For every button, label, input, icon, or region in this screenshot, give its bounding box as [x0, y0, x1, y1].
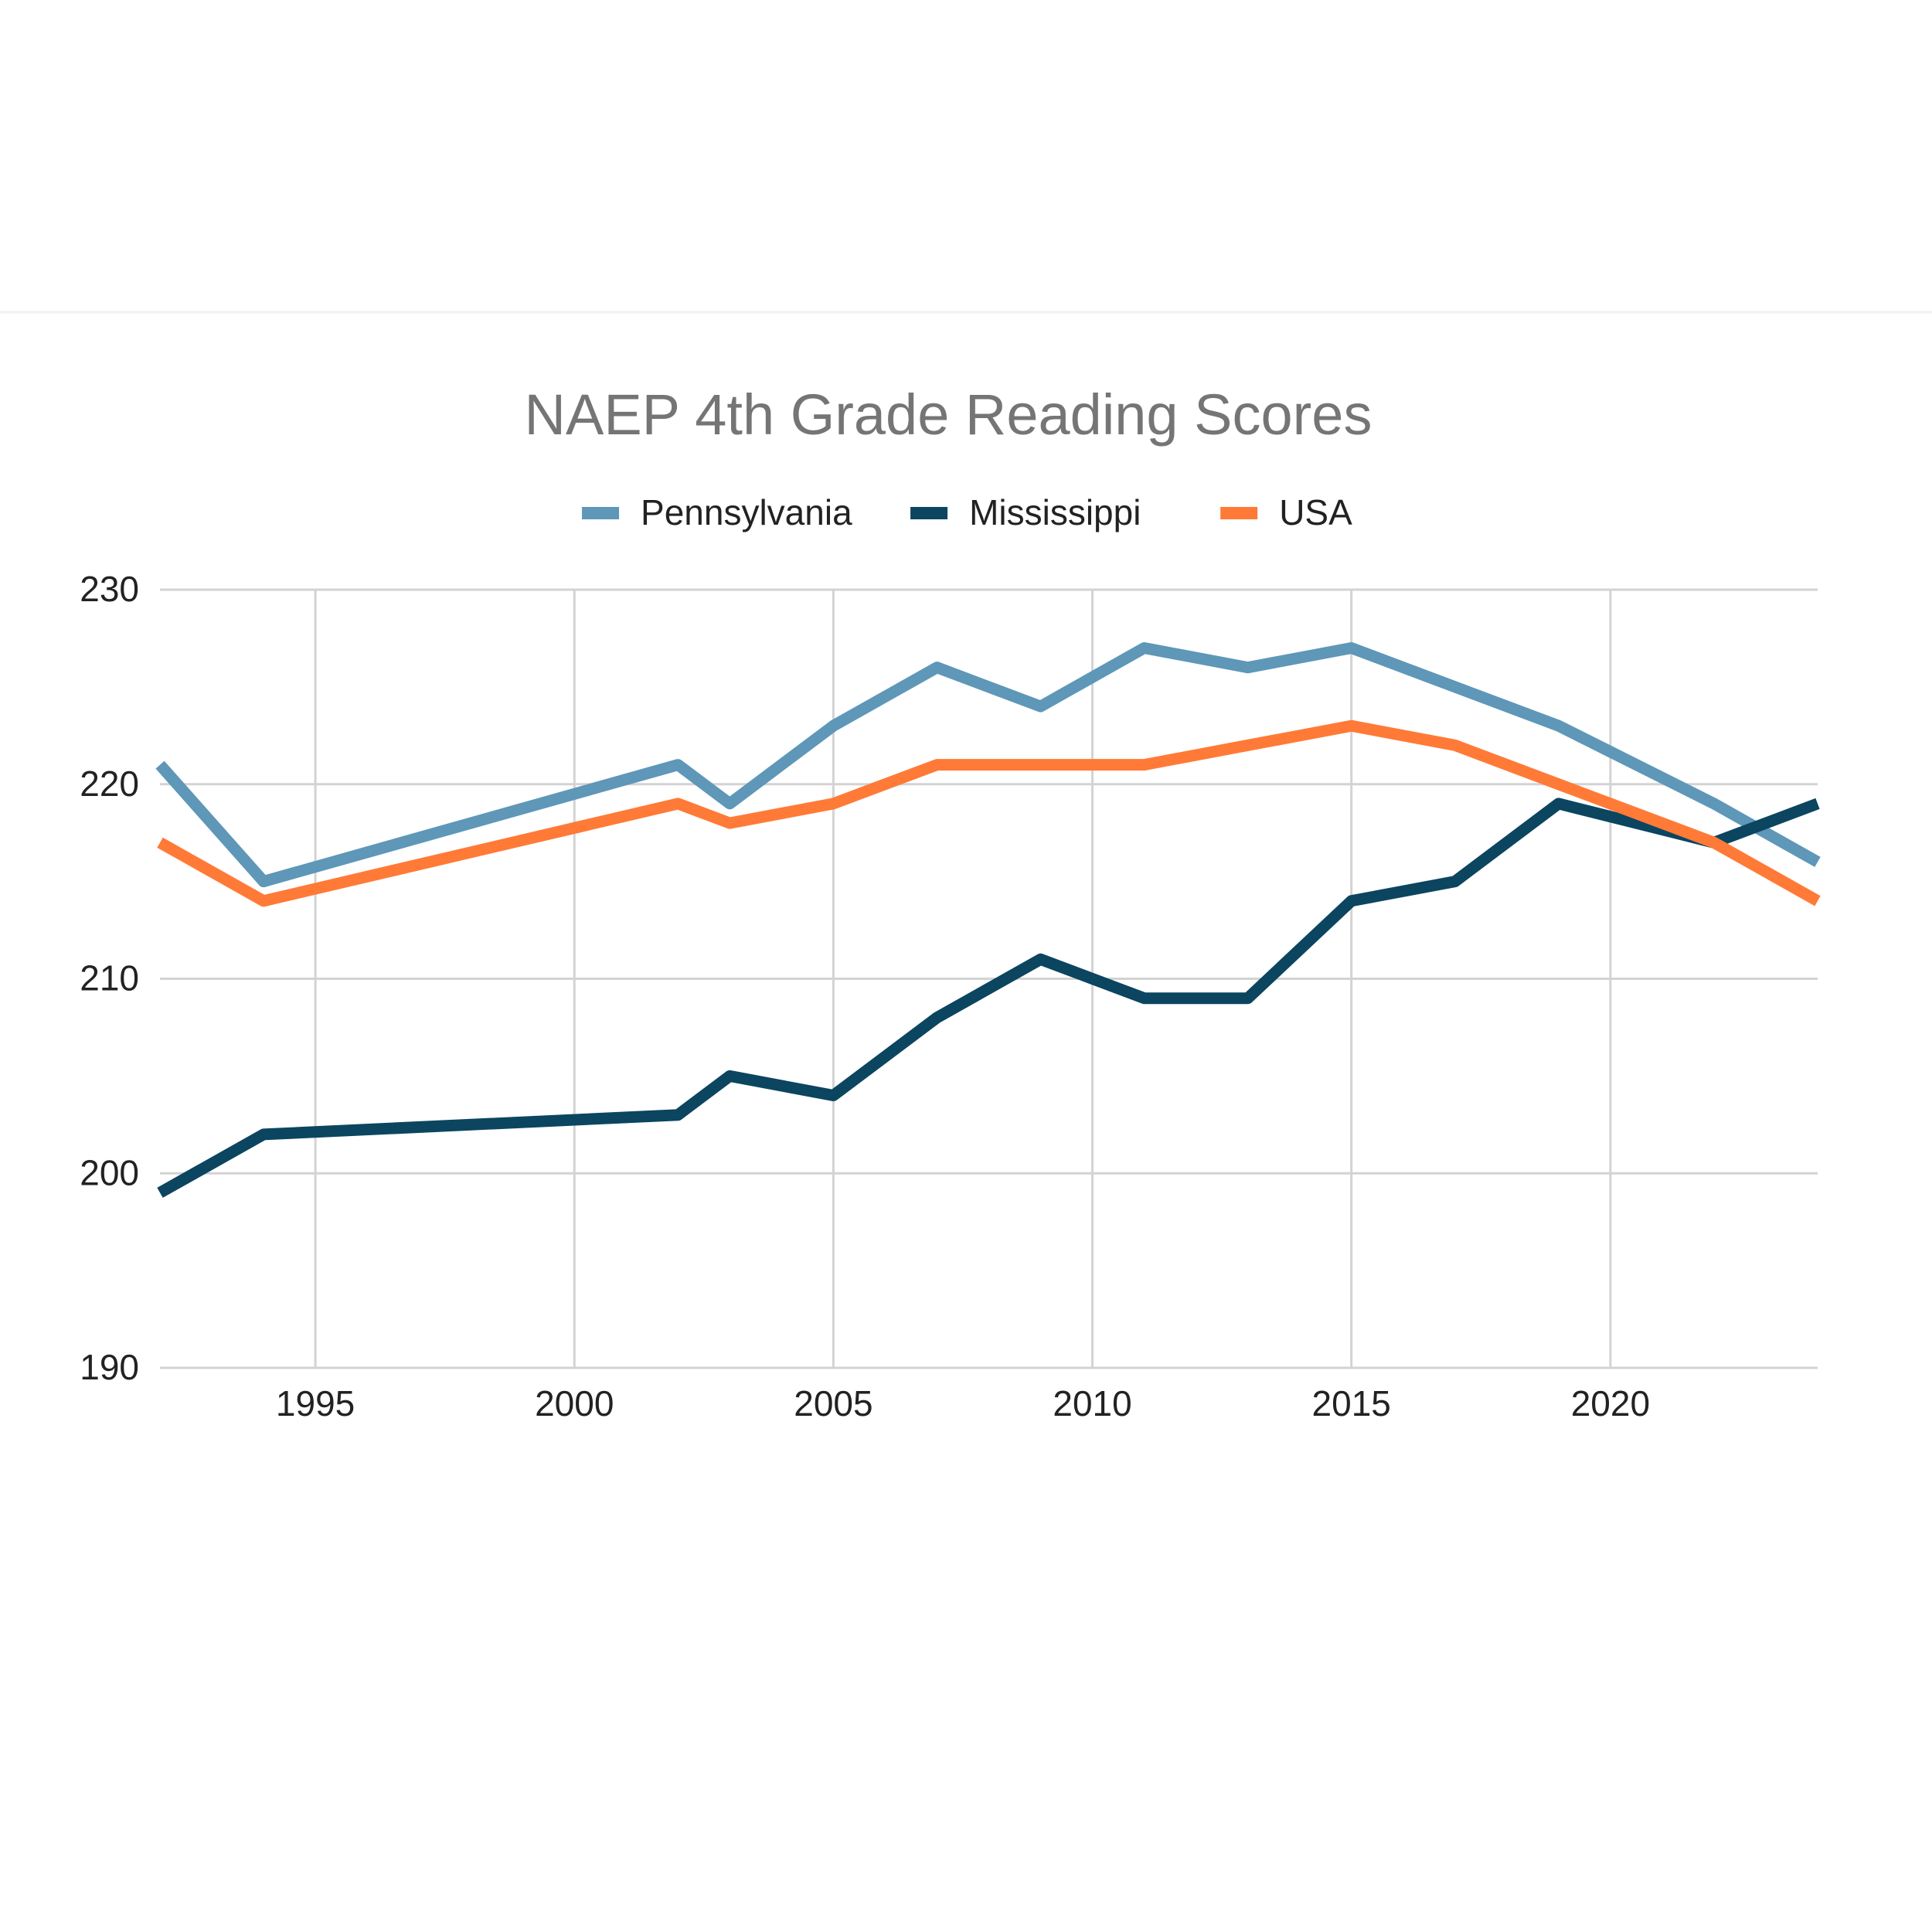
data-point-mississippi-2005 [833, 1095, 834, 1096]
legend-item-mississippi: Mississippi [910, 492, 1141, 532]
data-point-usa-2009 [1040, 764, 1041, 765]
y-tick-label-220: 220 [80, 764, 139, 804]
data-point-usa-2005 [833, 803, 834, 804]
data-point-usa-1992 [160, 842, 161, 843]
series-lines [155, 642, 1821, 1198]
data-point-usa-2022 [1713, 842, 1714, 843]
x-axis-labels: 1995 2000 2005 2010 2015 2020 [276, 1383, 1650, 1423]
legend-swatch-usa [1220, 507, 1258, 519]
data-point-mississippi-2019 [1558, 803, 1559, 804]
data-point-mississippi-2009 [1040, 959, 1041, 960]
x-tick-label-2000: 2000 [535, 1383, 614, 1423]
y-tick-label-210: 210 [80, 958, 139, 998]
x-tick-label-2015: 2015 [1312, 1383, 1391, 1423]
series-line-pennsylvania [155, 642, 1821, 888]
data-point-mississippi-1992 [160, 1192, 161, 1193]
series-line-usa [157, 719, 1821, 907]
data-point-mississippi-2015 [1351, 900, 1352, 901]
data-point-pennsylvania-1992 [160, 764, 161, 765]
x-tick-label-2020: 2020 [1571, 1383, 1650, 1423]
legend: Pennsylvania Mississippi USA [582, 492, 1352, 532]
y-axis-labels: 190 200 210 220 230 [80, 569, 139, 1387]
data-point-mississippi-2017 [1454, 881, 1455, 882]
data-point-pennsylvania-2022 [1713, 803, 1714, 804]
y-tick-label-190: 190 [80, 1347, 139, 1387]
chart-title: NAEP 4th Grade Reading Scores [525, 383, 1372, 447]
legend-label-pennsylvania: Pennsylvania [641, 492, 852, 532]
x-tick-label-2005: 2005 [794, 1383, 872, 1423]
data-point-mississippi-2002 [678, 1114, 679, 1115]
legend-item-pennsylvania: Pennsylvania [582, 492, 852, 532]
legend-item-usa: USA [1220, 492, 1352, 532]
x-tick-label-1995: 1995 [276, 1383, 355, 1423]
data-point-pennsylvania-2002 [678, 764, 679, 765]
data-point-pennsylvania-2013 [1247, 667, 1248, 668]
data-point-usa-2013 [1247, 745, 1248, 746]
y-tick-label-230: 230 [80, 569, 139, 609]
legend-label-mississippi: Mississippi [969, 492, 1141, 532]
data-point-pennsylvania-2017 [1454, 686, 1455, 687]
data-point-usa-2011 [1144, 764, 1145, 765]
y-tick-label-200: 200 [80, 1152, 139, 1192]
legend-swatch-pennsylvania [582, 507, 620, 519]
data-point-usa-2017 [1454, 745, 1455, 746]
series-line-mississippi [157, 798, 1820, 1198]
legend-swatch-mississippi [910, 507, 948, 519]
data-point-pennsylvania-2009 [1040, 706, 1041, 707]
grid-lines [160, 588, 1818, 1369]
x-tick-label-2010: 2010 [1053, 1383, 1131, 1423]
legend-label-usa: USA [1279, 492, 1352, 532]
data-point-usa-2002 [678, 803, 679, 804]
